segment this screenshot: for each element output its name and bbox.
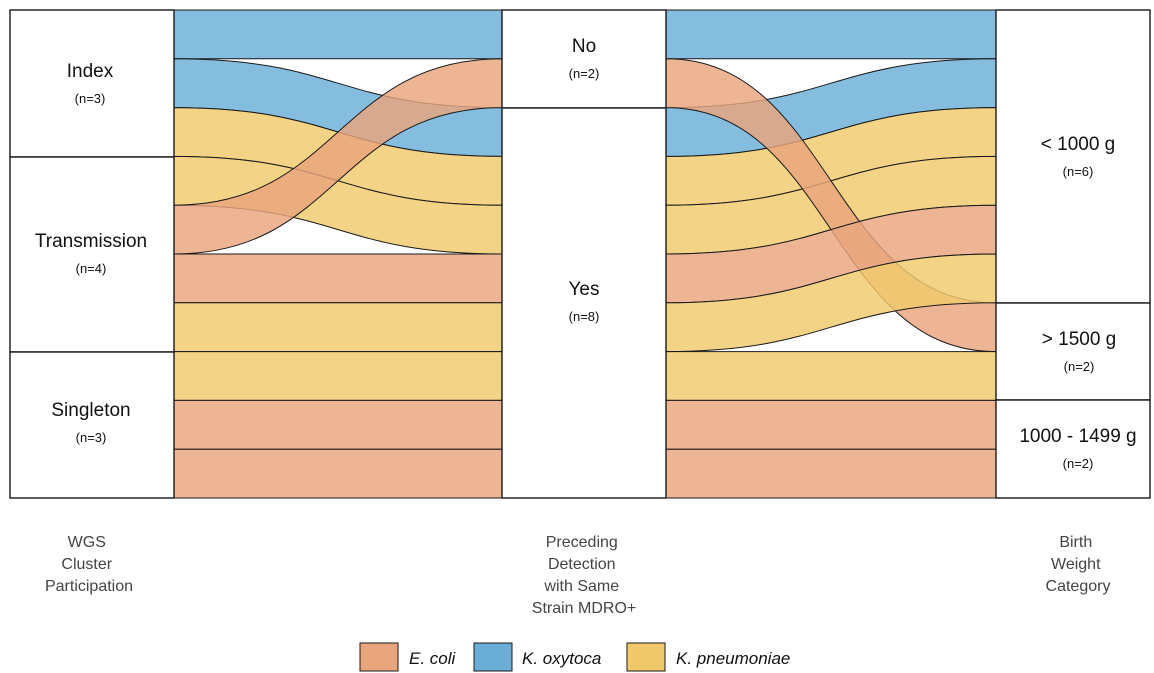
axis1-label-index: Index (67, 61, 114, 82)
axis3-count-1000-1499: (n=2) (1063, 456, 1094, 471)
flow-bands-right (665, 9, 997, 499)
flow-bands-left (173, 9, 503, 499)
axis2-title: Preceding Detection with Same Strain MDR… (532, 534, 636, 617)
axis1-label-singleton: Singleton (51, 400, 130, 421)
flow-band-left (173, 399, 503, 450)
axis1-label-transmission: Transmission (35, 231, 147, 252)
legend-swatch-koxytoca (473, 642, 513, 672)
axis2-label-no: No (572, 36, 596, 57)
axis2-box-no (501, 9, 667, 109)
axis3-box-1000-1499 (995, 399, 1151, 499)
axis3-label-under-1000: < 1000 g (1041, 134, 1116, 155)
axis3-label-over-1500: > 1500 g (1042, 329, 1117, 350)
axis3-count-under-1000: (n=6) (1063, 164, 1094, 179)
flow-band-left (173, 302, 503, 353)
flow-band-right (665, 399, 997, 450)
flow-band-right (665, 448, 997, 499)
axis1-box-index (9, 9, 175, 158)
flow-band-left (173, 351, 503, 401)
axis3-count-over-1500: (n=2) (1064, 359, 1095, 374)
axis3-title: Birth Weight Category (1046, 534, 1111, 595)
axis3-box-over-1500 (995, 302, 1151, 401)
axis3-label-1000-1499: 1000 - 1499 g (1019, 426, 1136, 447)
axis3-box-under-1000 (995, 9, 1151, 304)
legend-label-ecoli: E. coli (409, 649, 457, 668)
flow-band-right (665, 9, 997, 60)
legend-label-kpneumoniae: K. pneumoniae (676, 649, 790, 668)
flow-band-left (173, 9, 503, 60)
axis2-count-yes: (n=8) (569, 309, 600, 324)
axis1-count-index: (n=3) (75, 91, 106, 106)
axis2-box-yes (501, 107, 667, 499)
flow-band-right (665, 351, 997, 401)
axis1-title: WGS Cluster Participation (45, 534, 133, 595)
legend-label-koxytoca: K. oxytoca (522, 649, 601, 668)
axis1-box-singleton (9, 351, 175, 499)
legend: E. coli K. oxytoca K. pneumoniae (359, 642, 790, 672)
legend-swatch-kpneumoniae (626, 642, 666, 672)
axis1-box-transmission (9, 156, 175, 353)
flow-band-left (173, 253, 503, 304)
axis1-count-singleton: (n=3) (76, 430, 107, 445)
legend-swatch-ecoli (359, 642, 399, 672)
axis1-count-transmission: (n=4) (76, 261, 107, 276)
axis2-label-yes: Yes (569, 279, 600, 300)
flow-band-left (173, 448, 503, 499)
axis2-count-no: (n=2) (569, 66, 600, 81)
